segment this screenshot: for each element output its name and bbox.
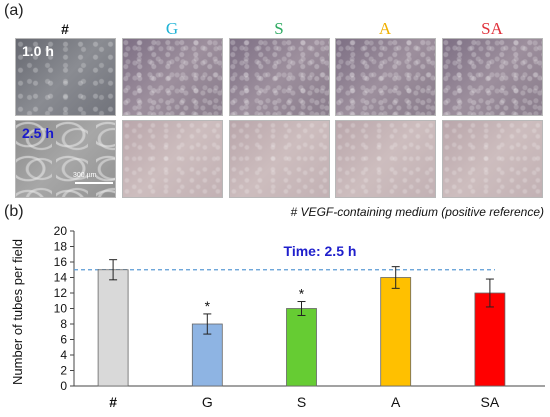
- x-tick-label: SA: [481, 394, 500, 410]
- micrograph-s-1h: [229, 38, 330, 116]
- y-tick-label: 6: [60, 333, 67, 347]
- y-tick-label: 2: [60, 364, 67, 378]
- column-header-g: G: [165, 19, 179, 38]
- bar-3: [380, 277, 412, 387]
- x-tick-label: S: [297, 394, 306, 410]
- y-tick-label: 20: [54, 224, 68, 238]
- y-tick-label: 12: [54, 286, 68, 300]
- micrograph-s-2-5h: [229, 120, 330, 198]
- bar-4: [474, 292, 506, 387]
- scale-bar-label: 300 µm: [73, 172, 97, 179]
- chart-annotation: Time: 2.5 h: [284, 243, 357, 259]
- y-tick-label: 8: [60, 317, 67, 331]
- row-label-2-5h: 2.5 h: [22, 125, 54, 141]
- y-axis-title-text: Number of tubes per field: [10, 239, 25, 385]
- column-header-sa: SA: [481, 19, 503, 38]
- x-tick-label: A: [391, 394, 401, 410]
- panel-a-label: (a): [4, 2, 24, 19]
- y-tick-label: 16: [54, 255, 68, 269]
- y-tick-label: 0: [60, 379, 67, 393]
- micrograph-g-2-5h: [122, 120, 223, 198]
- y-axis-title: Number of tubes per field: [10, 239, 25, 385]
- bar-0: [97, 269, 129, 387]
- micrograph-sa-1h: [442, 38, 543, 116]
- footnote: # VEGF-containing medium (positive refer…: [290, 205, 544, 219]
- micrograph-control-1h: 1.0 h: [15, 38, 116, 116]
- row-label-1h: 1.0 h: [22, 43, 54, 59]
- micrograph-a-1h: [335, 38, 436, 116]
- micrograph-g-1h: [122, 38, 223, 116]
- micrograph-control-2-5h: 2.5 h: [15, 120, 116, 198]
- significance-marker: *: [205, 298, 211, 314]
- x-tick-label: G: [202, 394, 213, 410]
- y-tick-label: 14: [54, 271, 68, 285]
- y-tick-label: 4: [60, 348, 67, 362]
- scale-bar: [75, 182, 113, 184]
- x-tick-label: #: [109, 394, 117, 410]
- bar-2: [286, 308, 317, 387]
- significance-marker: *: [299, 286, 305, 302]
- micrograph-a-2-5h: [335, 120, 436, 198]
- micrograph-sa-2-5h: [442, 120, 543, 198]
- y-tick-label: 18: [54, 240, 68, 254]
- bar-1: [191, 323, 223, 387]
- column-header-a: A: [378, 19, 392, 38]
- panel-b-label: (b): [4, 203, 24, 220]
- column-header-s: S: [274, 19, 284, 38]
- column-header-control: #: [61, 21, 69, 37]
- y-tick-label: 10: [54, 302, 68, 316]
